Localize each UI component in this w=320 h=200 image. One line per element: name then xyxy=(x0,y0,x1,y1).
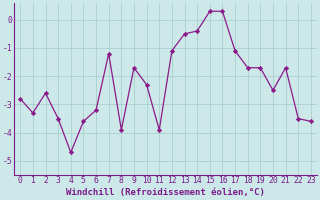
X-axis label: Windchill (Refroidissement éolien,°C): Windchill (Refroidissement éolien,°C) xyxy=(66,188,265,197)
